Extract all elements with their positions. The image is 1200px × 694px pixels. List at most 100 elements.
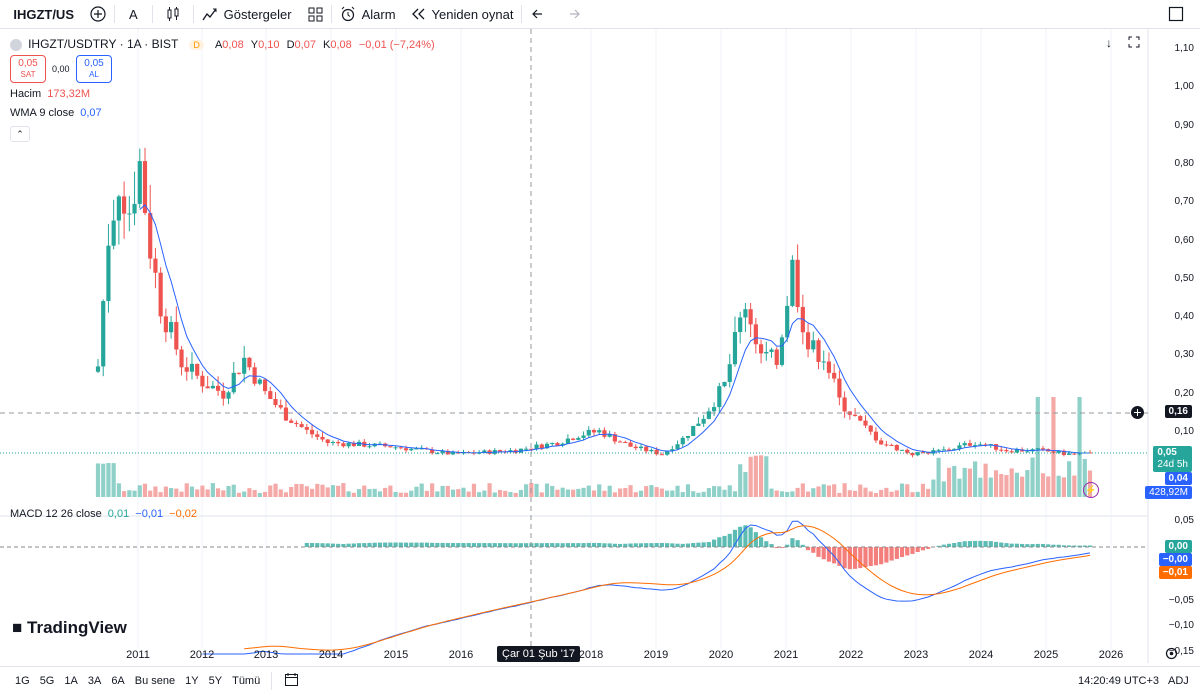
macd-histogram-bar [722,536,726,547]
range-button[interactable]: 1A [59,675,82,687]
volume-bar [1067,461,1071,497]
macd-histogram-bar [555,543,559,547]
indicators-button[interactable]: Göstergeler [194,0,300,28]
macd-histogram-bar [566,543,570,547]
volume-bar [832,484,836,497]
volume-bar [853,491,857,497]
chart-settings-button[interactable] [1165,647,1178,663]
volume-bar [461,488,465,497]
volume-bar [545,484,549,497]
price-chart[interactable] [0,29,1200,663]
compare-button[interactable] [82,0,114,28]
clock[interactable]: 14:20:49 UTC+3 [1078,675,1159,687]
indicators-label: Göstergeler [224,7,292,22]
maximize-pane-button[interactable] [1128,36,1140,51]
candle-body [320,437,324,440]
macd-histogram-bar [487,543,491,547]
candle-body [623,442,627,443]
alarm-clock-icon [340,6,356,22]
volume-bar [451,490,455,497]
volume-bar [190,487,194,497]
candle-body [127,213,131,214]
volume-bar [749,457,753,497]
candle-body [112,221,116,246]
range-button[interactable]: Bu sene [130,675,180,687]
range-button[interactable]: 1G [10,675,35,687]
redo-button[interactable] [556,0,590,28]
candle-body [702,419,706,424]
range-button[interactable]: 5G [35,675,60,687]
candle-body [179,349,183,367]
candle-body [279,405,283,407]
candle-body [242,358,246,374]
volume-bar [347,491,351,497]
range-button[interactable]: 3A [83,675,106,687]
candle-body [524,449,528,450]
goto-date-button[interactable] [284,672,299,690]
scroll-down-button[interactable]: ↓ [1106,36,1112,50]
interval-button[interactable]: A [115,0,152,28]
range-button[interactable]: 6A [106,675,129,687]
volume-bar [195,489,199,497]
macd-histogram-bar [686,544,690,547]
volume-bar [253,490,257,497]
volume-bar [159,492,163,497]
range-button[interactable]: 1Y [180,675,203,687]
volume-bar [675,486,679,497]
time-tick: 2014 [319,649,343,661]
close-value: 0,08 [330,39,351,51]
candle-body [717,386,721,407]
macd-histogram-bar [670,543,674,547]
candle-body [587,430,591,435]
volume-bar [827,485,831,497]
volume-bar [555,490,559,497]
candle-body [232,373,236,392]
volume-bar [1025,470,1029,497]
chart-type-button[interactable] [153,0,193,28]
collapse-legend-button[interactable]: ⌃ [10,126,30,142]
undo-button[interactable] [522,0,556,28]
volume-bar [963,468,967,497]
tradingview-watermark[interactable]: ■ TradingView [12,618,127,638]
alarm-button[interactable]: Alarm [332,0,404,28]
volume-bar [722,490,726,497]
volume-bar [310,489,314,497]
replay-button[interactable]: Yeniden oynat [404,0,522,28]
candle-body [101,301,105,366]
range-button[interactable]: Tümü [227,675,265,687]
volume-bar [414,487,418,497]
fullscreen-button[interactable] [1160,0,1192,28]
candle-body [733,332,737,364]
range-button[interactable]: 5Y [204,675,227,687]
candle-body [963,443,967,445]
price-tick: 0,40 [1175,311,1194,322]
symbol-search[interactable]: IHGZT/US [0,0,82,28]
macd-histogram-bar [879,547,883,564]
bar-countdown: 24d 5h [1157,459,1188,471]
macd-histogram-bar [634,543,638,547]
candle-body [749,309,753,324]
adj-toggle[interactable]: ADJ [1168,675,1189,687]
macd-histogram-bar [910,547,914,554]
macd-hist-value: 0,01 [108,508,129,520]
macd-histogram-bar [482,543,486,547]
volume-bar [284,492,288,497]
add-alert-plus-button[interactable] [1130,405,1145,423]
volume-bar [952,466,956,497]
volume-legend: Hacim 173,32M [10,88,90,100]
volume-bar [571,490,575,497]
price-tick: 1,10 [1175,43,1194,54]
candle-body [185,367,189,371]
candle-body [884,444,888,445]
macd-hist-tag: 0,00 [1165,540,1192,553]
candle-body [347,443,351,446]
candle-body [796,260,800,307]
layouts-button[interactable] [300,0,331,28]
volume-bar [524,484,528,497]
flash-icon[interactable]: ⚡ [1083,482,1099,498]
macd-histogram-bar [430,543,434,547]
price-tick: 0,80 [1175,158,1194,169]
chart-area[interactable]: IHGZT/USDTRY · 1A · BIST D A0,08 Y0,10 D… [0,29,1200,663]
